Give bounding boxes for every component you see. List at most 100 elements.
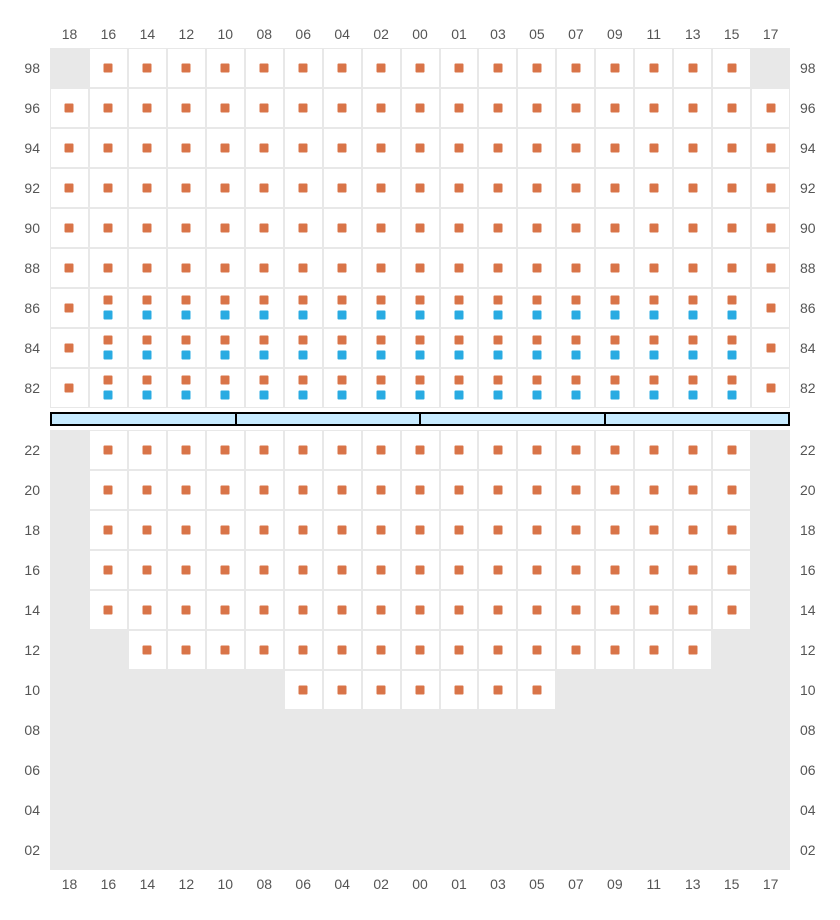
seat-cell[interactable]	[751, 288, 790, 328]
seat-cell[interactable]	[478, 248, 517, 288]
seat-cell[interactable]	[556, 470, 595, 510]
seat-cell[interactable]	[712, 288, 751, 328]
seat-cell[interactable]	[440, 168, 479, 208]
seat-cell[interactable]	[712, 550, 751, 590]
seat-cell[interactable]	[751, 368, 790, 408]
seat-cell[interactable]	[634, 430, 673, 470]
seat-cell[interactable]	[89, 88, 128, 128]
seat-cell[interactable]	[595, 510, 634, 550]
seat-cell[interactable]	[284, 48, 323, 88]
seat-cell[interactable]	[50, 88, 89, 128]
seat-cell[interactable]	[362, 470, 401, 510]
seat-cell[interactable]	[440, 670, 479, 710]
seat-cell[interactable]	[595, 328, 634, 368]
seat-cell[interactable]	[712, 368, 751, 408]
seat-cell[interactable]	[634, 248, 673, 288]
seat-cell[interactable]	[362, 128, 401, 168]
seat-cell[interactable]	[206, 88, 245, 128]
seat-cell[interactable]	[284, 208, 323, 248]
seat-cell[interactable]	[323, 248, 362, 288]
seat-cell[interactable]	[556, 328, 595, 368]
seat-cell[interactable]	[634, 208, 673, 248]
seat-cell[interactable]	[284, 368, 323, 408]
seat-cell[interactable]	[440, 88, 479, 128]
seat-cell[interactable]	[245, 88, 284, 128]
seat-cell[interactable]	[245, 430, 284, 470]
seat-cell[interactable]	[245, 368, 284, 408]
seat-cell[interactable]	[323, 88, 362, 128]
seat-cell[interactable]	[712, 208, 751, 248]
seat-cell[interactable]	[751, 328, 790, 368]
seat-cell[interactable]	[440, 630, 479, 670]
seat-cell[interactable]	[89, 288, 128, 328]
seat-cell[interactable]	[401, 630, 440, 670]
seat-cell[interactable]	[245, 550, 284, 590]
seat-cell[interactable]	[128, 288, 167, 328]
seat-cell[interactable]	[673, 368, 712, 408]
seat-cell[interactable]	[362, 430, 401, 470]
seat-cell[interactable]	[517, 168, 556, 208]
seat-cell[interactable]	[362, 670, 401, 710]
seat-cell[interactable]	[284, 510, 323, 550]
seat-cell[interactable]	[362, 248, 401, 288]
seat-cell[interactable]	[401, 128, 440, 168]
seat-cell[interactable]	[245, 510, 284, 550]
seat-cell[interactable]	[440, 470, 479, 510]
seat-cell[interactable]	[634, 48, 673, 88]
seat-cell[interactable]	[478, 368, 517, 408]
seat-cell[interactable]	[517, 630, 556, 670]
seat-cell[interactable]	[245, 48, 284, 88]
seat-cell[interactable]	[245, 630, 284, 670]
seat-cell[interactable]	[50, 208, 89, 248]
seat-cell[interactable]	[595, 168, 634, 208]
seat-cell[interactable]	[323, 550, 362, 590]
seat-cell[interactable]	[284, 168, 323, 208]
seat-cell[interactable]	[362, 48, 401, 88]
seat-cell[interactable]	[128, 510, 167, 550]
seat-cell[interactable]	[206, 510, 245, 550]
seat-cell[interactable]	[362, 328, 401, 368]
seat-cell[interactable]	[50, 128, 89, 168]
seat-cell[interactable]	[517, 48, 556, 88]
seat-cell[interactable]	[128, 48, 167, 88]
seat-cell[interactable]	[595, 48, 634, 88]
seat-cell[interactable]	[556, 208, 595, 248]
seat-cell[interactable]	[323, 430, 362, 470]
seat-cell[interactable]	[128, 368, 167, 408]
seat-cell[interactable]	[206, 590, 245, 630]
seat-cell[interactable]	[595, 288, 634, 328]
seat-cell[interactable]	[362, 368, 401, 408]
seat-cell[interactable]	[323, 48, 362, 88]
seat-cell[interactable]	[245, 248, 284, 288]
seat-cell[interactable]	[517, 288, 556, 328]
seat-cell[interactable]	[478, 48, 517, 88]
seat-cell[interactable]	[673, 430, 712, 470]
seat-cell[interactable]	[323, 630, 362, 670]
seat-cell[interactable]	[634, 470, 673, 510]
seat-cell[interactable]	[89, 328, 128, 368]
seat-cell[interactable]	[712, 88, 751, 128]
seat-cell[interactable]	[362, 288, 401, 328]
seat-cell[interactable]	[556, 88, 595, 128]
seat-cell[interactable]	[167, 88, 206, 128]
seat-cell[interactable]	[323, 670, 362, 710]
seat-cell[interactable]	[284, 328, 323, 368]
seat-cell[interactable]	[634, 328, 673, 368]
seat-cell[interactable]	[478, 430, 517, 470]
seat-cell[interactable]	[712, 248, 751, 288]
seat-cell[interactable]	[712, 510, 751, 550]
seat-cell[interactable]	[206, 128, 245, 168]
seat-cell[interactable]	[206, 168, 245, 208]
seat-cell[interactable]	[673, 48, 712, 88]
seat-cell[interactable]	[245, 288, 284, 328]
seat-cell[interactable]	[128, 630, 167, 670]
seat-cell[interactable]	[595, 470, 634, 510]
seat-cell[interactable]	[595, 590, 634, 630]
seat-cell[interactable]	[517, 88, 556, 128]
seat-cell[interactable]	[284, 88, 323, 128]
seat-cell[interactable]	[206, 430, 245, 470]
seat-cell[interactable]	[206, 550, 245, 590]
seat-cell[interactable]	[323, 470, 362, 510]
seat-cell[interactable]	[128, 590, 167, 630]
seat-cell[interactable]	[673, 470, 712, 510]
